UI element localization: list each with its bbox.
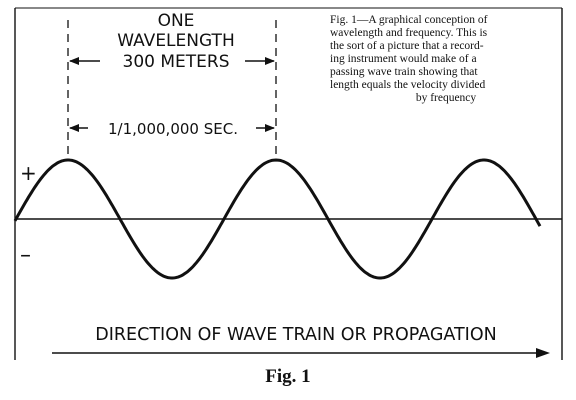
period-arrow <box>69 124 275 132</box>
wavelength-label-line3: 300 METERS <box>123 52 230 72</box>
direction-arrowhead <box>536 348 550 358</box>
caption-line: ing instrument would make of a <box>330 53 477 65</box>
caption-line: by frequency <box>415 92 477 104</box>
caption-line: passing wave train showing that <box>330 66 478 78</box>
wavelength-arrow <box>69 57 275 65</box>
figure-caption: Fig. 1—A graphical conception of wavelen… <box>330 14 562 105</box>
period-label: 1/1,000,000 SEC. <box>108 120 238 138</box>
wavelength-label-line1: ONE <box>158 11 195 31</box>
figure-label: Fig. 1 <box>265 366 311 387</box>
caption-line: the sort of a picture that a record- <box>330 40 484 52</box>
sine-wave <box>13 158 542 280</box>
direction-label: DIRECTION OF WAVE TRAIN OR PROPAGATION <box>95 325 496 345</box>
caption-line: Fig. 1—A graphical conception of <box>330 14 488 26</box>
caption-line: wavelength and frequency. This is <box>330 27 488 39</box>
wavelength-label-line2: WAVELENGTH <box>117 31 234 51</box>
plus-sign: + <box>20 161 37 185</box>
minus-sign: – <box>20 243 31 268</box>
caption-line: length equals the velocity divided <box>330 79 486 91</box>
